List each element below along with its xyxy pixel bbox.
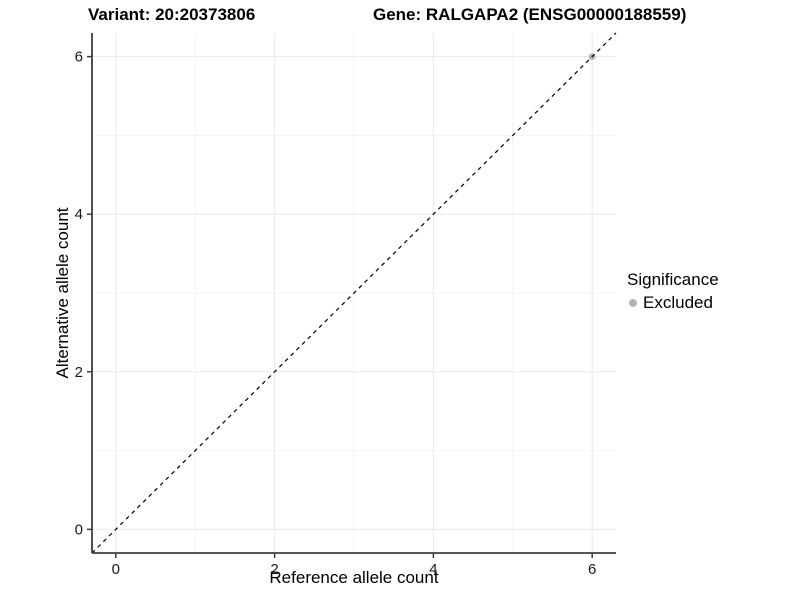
y-axis-label: Alternative allele count (53, 207, 72, 379)
legend-title: Significance (627, 270, 719, 289)
legend-item-label: Excluded (643, 293, 713, 312)
svg-text:0: 0 (112, 561, 120, 578)
svg-text:2: 2 (270, 561, 278, 578)
plot-title-gene: Gene: RALGAPA2 (ENSG00000188559) (373, 5, 687, 24)
x-axis-label: Reference allele count (269, 568, 439, 587)
svg-text:0: 0 (75, 521, 83, 538)
plot-title-variant: Variant: 20:20373806 (88, 5, 256, 24)
legend-item-excluded: Excluded (627, 293, 719, 313)
svg-text:2: 2 (75, 364, 83, 381)
svg-text:4: 4 (429, 561, 437, 578)
svg-text:6: 6 (75, 49, 83, 66)
svg-text:4: 4 (75, 206, 83, 223)
legend: Significance Excluded (627, 270, 719, 313)
svg-text:6: 6 (588, 561, 596, 578)
legend-point-icon (629, 299, 637, 307)
